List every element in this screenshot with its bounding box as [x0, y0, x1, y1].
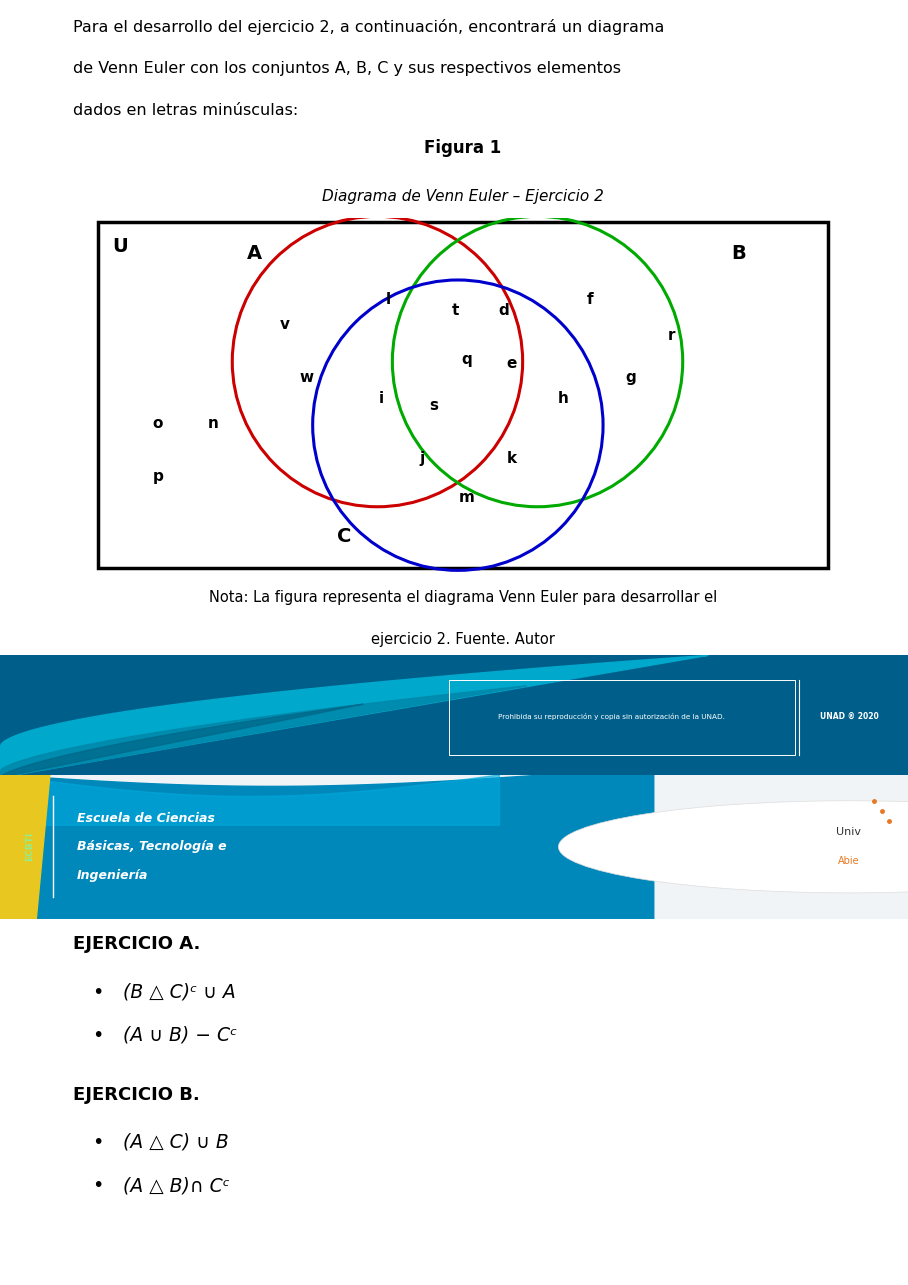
Text: s: s [429, 398, 438, 414]
Text: m: m [459, 490, 475, 505]
Text: (A ∪ B) − Cᶜ: (A ∪ B) − Cᶜ [123, 1025, 238, 1045]
Text: dados en letras minúsculas:: dados en letras minúsculas: [73, 103, 298, 117]
Text: i: i [379, 391, 384, 406]
Text: n: n [208, 416, 219, 430]
Polygon shape [0, 775, 50, 919]
Text: Univ: Univ [836, 828, 862, 838]
Text: EJERCICIO B.: EJERCICIO B. [73, 1086, 200, 1104]
Text: Figura 1: Figura 1 [424, 139, 502, 157]
Text: Abie: Abie [838, 856, 860, 866]
Text: •: • [93, 1176, 104, 1195]
Text: t: t [452, 303, 459, 317]
Text: C: C [337, 527, 351, 546]
Text: de Venn Euler con los conjuntos A, B, C y sus respectivos elementos: de Venn Euler con los conjuntos A, B, C … [73, 60, 621, 76]
Text: Ingeniería: Ingeniería [77, 869, 149, 882]
Polygon shape [0, 686, 527, 777]
Circle shape [558, 801, 908, 893]
Text: •: • [93, 1025, 104, 1045]
Text: k: k [507, 451, 517, 466]
Text: Escuela de Ciencias: Escuela de Ciencias [77, 812, 215, 825]
Bar [449, 680, 794, 756]
Text: Nota: La figura representa el diagrama Venn Euler para desarrollar el: Nota: La figura representa el diagrama V… [209, 590, 717, 605]
Text: Básicas, Tecnología e: Básicas, Tecnología e [77, 840, 227, 853]
Text: r: r [667, 328, 676, 343]
Polygon shape [0, 655, 708, 777]
Text: h: h [558, 391, 569, 406]
Text: q: q [461, 352, 472, 368]
Text: d: d [498, 303, 509, 317]
Text: UNAD ® 2020: UNAD ® 2020 [820, 712, 878, 721]
Text: Diagrama de Venn Euler – Ejercicio 2: Diagrama de Venn Euler – Ejercicio 2 [322, 189, 604, 204]
Text: •: • [93, 1133, 104, 1151]
Text: Para el desarrollo del ejercicio 2, a continuación, encontrará un diagrama: Para el desarrollo del ejercicio 2, a co… [73, 19, 664, 35]
Text: (B △ C)ᶜ ∪ A: (B △ C)ᶜ ∪ A [123, 983, 236, 1001]
Text: j: j [419, 451, 425, 466]
Text: v: v [280, 317, 290, 332]
Text: p: p [153, 469, 163, 484]
Polygon shape [0, 704, 363, 777]
Text: A: A [247, 244, 262, 263]
Text: B: B [731, 244, 746, 263]
Polygon shape [0, 768, 654, 919]
Text: g: g [626, 370, 636, 386]
Text: l: l [386, 292, 391, 307]
Text: (A △ C) ∪ B: (A △ C) ∪ B [123, 1133, 229, 1151]
Text: o: o [153, 416, 163, 430]
Text: EJERCICIO A.: EJERCICIO A. [73, 935, 200, 953]
Text: •: • [93, 983, 104, 1001]
Polygon shape [0, 775, 499, 825]
Text: Prohibida su reproducción y copia sin autorización de la UNAD.: Prohibida su reproducción y copia sin au… [498, 713, 725, 720]
Text: ejercicio 2. Fuente. Autor: ejercicio 2. Fuente. Autor [371, 632, 555, 648]
Text: f: f [587, 292, 593, 307]
Text: ECBTI: ECBTI [25, 833, 35, 861]
Text: U: U [113, 238, 128, 256]
Text: w: w [300, 370, 314, 386]
Text: e: e [507, 356, 517, 371]
Text: (A △ B)∩ Cᶜ: (A △ B)∩ Cᶜ [123, 1176, 230, 1195]
